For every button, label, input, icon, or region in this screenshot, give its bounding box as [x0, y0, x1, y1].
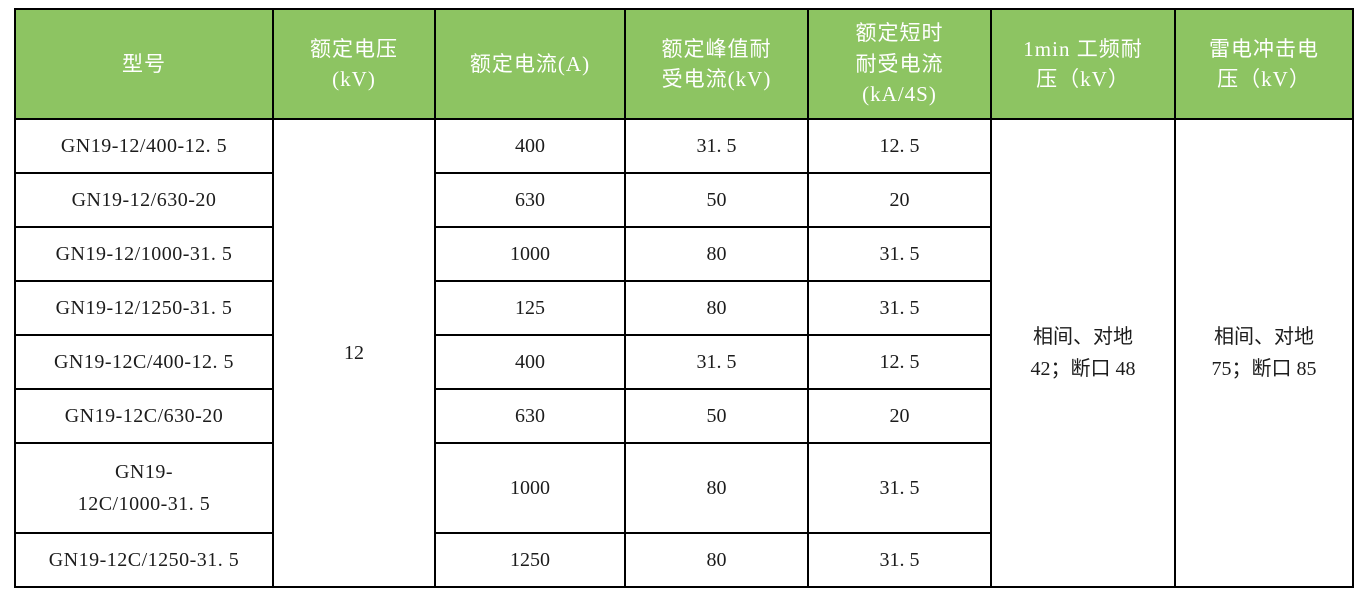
rated-current-cell: 1000: [434, 442, 626, 534]
peak-withstand-cell: 50: [624, 172, 809, 228]
col-header-rated-current: 额定电流(A): [434, 8, 626, 120]
col-header-power-frequency-withstand-voltage: 1min 工频耐 压（kV）: [990, 8, 1176, 120]
model-cell: GN19-12C/630-20: [14, 388, 274, 444]
model-cell: GN19-12/400-12. 5: [14, 118, 274, 174]
col-header-short-time-withstand-current: 额定短时 耐受电流 (kA/4S): [807, 8, 992, 120]
peak-withstand-cell: 80: [624, 442, 809, 534]
rated-current-cell: 400: [434, 118, 626, 174]
peak-withstand-cell: 31. 5: [624, 118, 809, 174]
peak-withstand-cell: 80: [624, 226, 809, 282]
model-cell: GN19-12/1000-31. 5: [14, 226, 274, 282]
peak-withstand-cell: 80: [624, 280, 809, 336]
lightning-impulse-merged-cell: 相间、对地 75；断口 85: [1174, 118, 1354, 588]
model-cell: GN19-12C/400-12. 5: [14, 334, 274, 390]
col-header-lightning-impulse-voltage: 雷电冲击电 压（kV）: [1174, 8, 1354, 120]
table-row: GN19-12/630-20 630 50 20: [14, 172, 1353, 228]
table-row: GN19-12C/400-12. 5 400 31. 5 12. 5: [14, 334, 1353, 390]
peak-withstand-cell: 80: [624, 532, 809, 588]
model-cell: GN19-12C/1250-31. 5: [14, 532, 274, 588]
short-time-withstand-cell: 31. 5: [807, 280, 992, 336]
power-frequency-withstand-merged-cell: 相间、对地 42；断口 48: [990, 118, 1176, 588]
model-cell: GN19-12/630-20: [14, 172, 274, 228]
table-row: GN19-12/400-12. 5 12 400 31. 5 12. 5 相间、…: [14, 118, 1354, 588]
model-cell: GN19-12/1250-31. 5: [14, 280, 274, 336]
short-time-withstand-cell: 31. 5: [807, 532, 992, 588]
rated-current-cell: 1000: [434, 226, 626, 282]
col-header-peak-withstand-current: 额定峰值耐 受电流(kV): [624, 8, 809, 120]
table-row: GN19- 12C/1000-31. 5 1000 80 31. 5: [14, 442, 1353, 534]
spec-table: 型号 额定电压 (kV) 额定电流(A) 额定峰值耐 受电流(kV) 额定短时 …: [14, 8, 1354, 588]
rated-current-cell: 125: [434, 280, 626, 336]
table-row: GN19-12C/630-20 630 50 20: [14, 388, 1353, 444]
col-header-model: 型号: [14, 8, 274, 120]
short-time-withstand-cell: 31. 5: [807, 442, 992, 534]
peak-withstand-cell: 50: [624, 388, 809, 444]
col-header-rated-voltage: 额定电压 (kV): [272, 8, 436, 120]
short-time-withstand-cell: 31. 5: [807, 226, 992, 282]
short-time-withstand-cell: 12. 5: [807, 118, 992, 174]
short-time-withstand-cell: 12. 5: [807, 334, 992, 390]
model-cell: GN19- 12C/1000-31. 5: [14, 442, 274, 534]
header-row: 型号 额定电压 (kV) 额定电流(A) 额定峰值耐 受电流(kV) 额定短时 …: [14, 8, 1354, 120]
short-time-withstand-cell: 20: [807, 388, 992, 444]
table-row: GN19-12/1000-31. 5 1000 80 31. 5: [14, 226, 1353, 282]
peak-withstand-cell: 31. 5: [624, 334, 809, 390]
table-row: GN19-12C/1250-31. 5 1250 80 31. 5: [14, 532, 1353, 588]
rated-current-cell: 400: [434, 334, 626, 390]
rated-current-cell: 630: [434, 388, 626, 444]
rated-current-cell: 1250: [434, 532, 626, 588]
rated-voltage-merged-cell: 12: [272, 118, 436, 588]
table-row: GN19-12/1250-31. 5 125 80 31. 5: [14, 280, 1353, 336]
rated-current-cell: 630: [434, 172, 626, 228]
short-time-withstand-cell: 20: [807, 172, 992, 228]
